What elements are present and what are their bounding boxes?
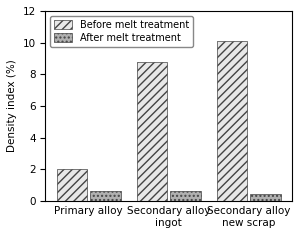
Bar: [137, 62, 167, 201]
Bar: [90, 191, 121, 201]
Bar: [217, 41, 247, 201]
Bar: [57, 169, 87, 201]
Bar: [170, 191, 201, 201]
Y-axis label: Density index (%): Density index (%): [7, 59, 17, 152]
Legend: Before melt treatment, After melt treatment: Before melt treatment, After melt treatm…: [50, 16, 193, 47]
Bar: [250, 194, 281, 201]
